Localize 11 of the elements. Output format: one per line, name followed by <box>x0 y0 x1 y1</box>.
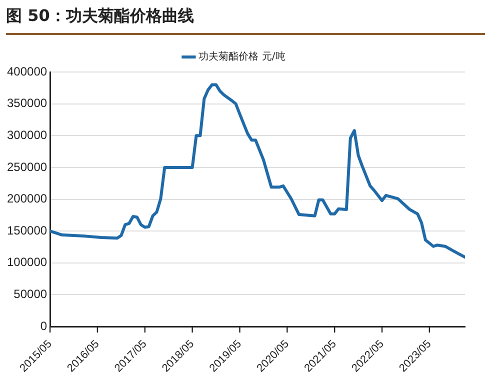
y-tick-label: 100000 <box>6 255 48 270</box>
legend-label: 功夫菊酯价格 元/吨 <box>198 50 286 63</box>
chart-title: 图 50：功夫菊酯价格曲线 <box>6 6 485 35</box>
y-tick-label: 0 <box>40 318 48 333</box>
y-tick-label: 50000 <box>14 287 48 302</box>
y-tick-label: 200000 <box>6 192 48 206</box>
y-tick-label: 400000 <box>6 64 48 78</box>
y-tick-label: 350000 <box>6 96 48 110</box>
y-tick-label: 300000 <box>6 128 48 142</box>
y-tick-label: 250000 <box>6 160 48 174</box>
y-tick-label: 150000 <box>6 223 48 238</box>
